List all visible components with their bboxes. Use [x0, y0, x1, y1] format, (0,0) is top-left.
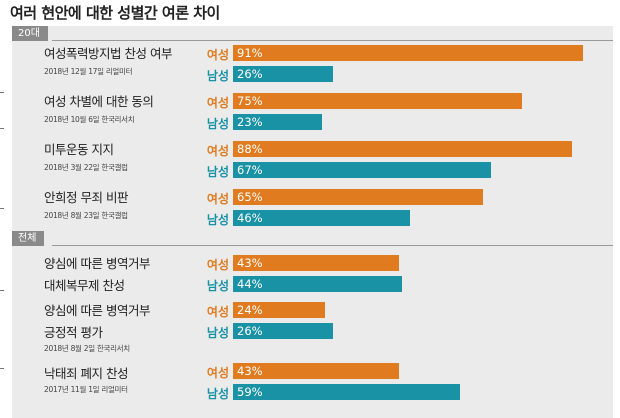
female-bar: 65% [233, 189, 483, 205]
item-label: 여성 차별에 대한 동의 [44, 94, 154, 109]
item-label: 긍정적 평가 [44, 325, 103, 340]
female-bar: 88% [233, 141, 572, 157]
female-bar: 43% [233, 363, 399, 379]
item-label: 안희정 무죄 비판 [44, 190, 128, 205]
gender-label: 남성 [206, 165, 229, 179]
section-label: 20대 [12, 26, 48, 41]
item-source: 2018년 8월 2일 한국리서치 [44, 344, 130, 353]
gender-label: 여성 [206, 258, 229, 272]
female-bar: 75% [233, 93, 522, 109]
section-divider [52, 40, 613, 41]
edge-mark [0, 128, 4, 129]
edge-mark [0, 290, 4, 291]
item-source: 2018년 8월 23일 한국갤럽 [44, 211, 128, 220]
gender-label: 남성 [206, 279, 229, 293]
male-bar: 26% [233, 66, 333, 82]
gender-label: 여성 [206, 192, 229, 206]
female-bar: 43% [233, 255, 399, 271]
male-bar: 46% [233, 210, 410, 226]
edge-mark [0, 368, 4, 369]
item-source: 2018년 3월 22일 한국갤럽 [44, 163, 128, 172]
section-divider [52, 245, 613, 246]
gender-label: 여성 [206, 366, 229, 380]
item-label: 낙태죄 폐지 찬성 [44, 366, 128, 381]
male-bar: 26% [233, 323, 333, 339]
item-label: 대체복무제 찬성 [44, 278, 125, 293]
item-label: 양심에 따른 병역거부 [44, 303, 150, 318]
male-bar: 59% [233, 384, 460, 400]
gender-label: 여성 [206, 144, 229, 158]
gender-label: 남성 [206, 326, 229, 340]
gender-label: 남성 [206, 387, 229, 401]
item-label: 양심에 따른 병역거부 [44, 256, 150, 271]
item-source: 2018년 10월 6일 한국리서치 [44, 115, 135, 124]
chart-title: 여러 현안에 대한 성별간 여론 차이 [10, 4, 220, 22]
male-bar: 23% [233, 114, 322, 130]
female-bar: 24% [233, 302, 325, 318]
gender-label: 여성 [206, 305, 229, 319]
gender-label: 여성 [206, 96, 229, 110]
chart-panel: 20대 여성폭력방지법 찬성 여부 2018년 12월 17일 리얼미터 여성 91% 남… [12, 26, 613, 418]
gender-label: 남성 [206, 117, 229, 131]
item-label: 미투운동 지지 [44, 142, 114, 157]
left-edge-marks [0, 30, 8, 418]
male-bar: 44% [233, 276, 402, 292]
item-source: 2018년 12월 17일 리얼미터 [44, 67, 133, 76]
female-bar: 91% [233, 45, 583, 61]
section-label: 전체 [12, 231, 45, 246]
item-source: 2017년 11월 1일 리얼미터 [44, 385, 128, 394]
male-bar: 67% [233, 162, 491, 178]
item-label: 여성폭력방지법 찬성 여부 [44, 46, 172, 61]
edge-mark [0, 92, 4, 93]
edge-mark [0, 208, 4, 209]
gender-label: 여성 [206, 48, 229, 62]
gender-label: 남성 [206, 69, 229, 83]
gender-label: 남성 [206, 213, 229, 227]
